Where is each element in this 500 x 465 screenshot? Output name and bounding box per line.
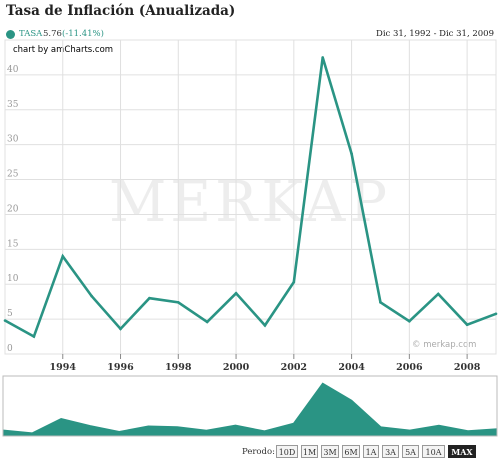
data-point[interactable] [321,56,325,59]
y-tick-label: 0 [7,344,13,354]
watermark: MERKAP [108,170,392,235]
chart-title: Tasa de Inflación (Anualizada) [6,3,236,19]
data-point[interactable] [263,324,267,327]
x-tick-label: 2000 [223,362,250,373]
period-button-6m[interactable]: 6M [342,445,360,458]
y-tick-label: 40 [7,65,19,75]
series-dot-icon [6,30,15,39]
data-point[interactable] [234,291,238,295]
period-label: Perodo: [242,447,275,457]
period-button-5a[interactable]: 5A [402,445,419,458]
data-point[interactable] [350,152,353,156]
period-button-3a[interactable]: 3A [382,445,399,458]
navigator-chart[interactable] [0,374,500,440]
period-button-1m[interactable]: 1M [301,445,318,458]
data-point[interactable] [379,301,382,304]
period-button-10d[interactable]: 10D [276,445,298,458]
period-button-3m[interactable]: 3M [321,445,339,458]
data-point[interactable] [32,335,36,338]
data-point[interactable] [205,320,209,324]
y-tick-label: 20 [7,204,19,214]
data-point[interactable] [90,294,93,298]
data-point[interactable] [494,312,498,316]
period-button-1a[interactable]: 1A [363,445,379,458]
legend-row: TASA 5.76 (-11.41%) Dic 31, 1992 - Dic 3… [6,29,494,41]
data-point[interactable] [61,255,65,258]
data-point[interactable] [148,296,151,300]
period-button-max[interactable]: MAX [448,445,476,458]
main-chart[interactable]: 0 5 10 15 20 25 30 35 40 1994 1996 1998 2000 2002 2004… [0,38,500,374]
data-point[interactable] [408,319,411,323]
y-tick-label: 35 [7,100,19,110]
series-line-tasa[interactable] [4,57,497,339]
x-tick-label: 1998 [165,362,192,373]
x-tick-label: 2006 [396,362,423,373]
data-point[interactable] [436,292,440,296]
x-tick-label: 2008 [454,362,481,373]
period-button-10a[interactable]: 10A [422,445,445,458]
data-point[interactable] [292,280,296,284]
copyright-text: © merkap.com [412,340,477,350]
navigator-area[interactable] [2,382,498,437]
y-tick-label: 15 [7,239,19,249]
data-point[interactable] [3,319,7,322]
x-tick-label: 2004 [338,362,365,373]
legend-series-value: 5.76 [43,29,62,39]
legend-series-change: (-11.41%) [62,29,104,39]
date-range: Dic 31, 1992 - Dic 31, 2009 [376,29,494,39]
x-tick-label: 2002 [281,362,307,373]
y-tick-label: 5 [7,309,13,319]
navigator-selection-handle[interactable] [2,375,498,437]
plot-frame [4,39,497,355]
data-point[interactable] [465,323,469,326]
y-tick-label: 30 [7,135,19,145]
data-point[interactable] [176,301,180,304]
y-tick-label: 10 [7,274,19,284]
x-tick-label: 1996 [107,362,134,373]
data-point[interactable] [119,327,122,331]
legend-series-name: TASA [19,29,43,39]
x-tick-label: 1994 [50,362,77,373]
y-tick-label: 25 [7,170,19,180]
